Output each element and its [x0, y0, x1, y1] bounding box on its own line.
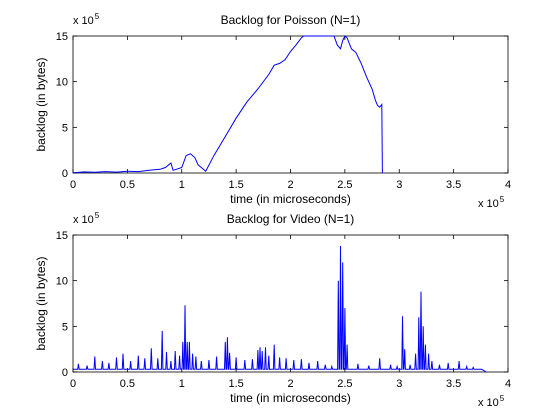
y-tick-label: 0	[62, 168, 68, 180]
y-tick-label: 15	[56, 31, 68, 43]
x-tick-label: 3	[396, 179, 402, 191]
x-tick-label: 0	[70, 179, 76, 191]
x-tick-label: 2.5	[337, 179, 352, 191]
chart-title: Backlog for Video (N=1)	[227, 212, 355, 226]
x-tick-label: 2	[287, 378, 293, 390]
poisson-backlog-chart: 0 0.5 1 1.5 2 2.5 3 3.5 4 0 5 10 15 Backlog for Poiss…	[34, 12, 511, 210]
y-axis-label: backlog (in bytes)	[34, 256, 48, 350]
x-tick-label: 3.5	[446, 378, 461, 390]
x-tick-label: 1.5	[228, 378, 243, 390]
y-tick-label: 5	[62, 321, 68, 333]
x-tick-label: 0.5	[120, 179, 135, 191]
y-tick-label: 15	[56, 230, 68, 242]
y-multiplier: x 105	[73, 211, 100, 226]
plot-area	[72, 234, 509, 373]
x-tick-label: 0.5	[120, 378, 135, 390]
x-axis-label: time (in microseconds)	[230, 192, 351, 206]
y-axis-label: backlog (in bytes)	[34, 57, 48, 151]
x-tick-label: 3.5	[446, 179, 461, 191]
x-tick-label: 0	[70, 378, 76, 390]
x-tick-label: 4	[505, 179, 511, 191]
x-tick-label: 2.5	[337, 378, 352, 390]
x-tick-label: 1.5	[228, 179, 243, 191]
plot-area	[72, 35, 509, 174]
x-multiplier: x 105	[478, 394, 505, 409]
x-multiplier: x 105	[478, 195, 505, 210]
y-tick-label: 10	[56, 77, 68, 89]
y-tick-label: 5	[62, 122, 68, 134]
x-axis-label: time (in microseconds)	[230, 391, 351, 405]
series-line-poisson	[72, 35, 383, 174]
video-backlog-chart: 0 0.5 1 1.5 2 2.5 3 3.5 4 0 5 10 15 Backlog for Video…	[34, 211, 511, 409]
chart-title: Backlog for Poisson (N=1)	[221, 13, 361, 27]
x-tick-label: 3	[396, 378, 402, 390]
x-tick-label: 4	[505, 378, 511, 390]
y-tick-label: 10	[56, 276, 68, 288]
series-line-video	[73, 245, 487, 373]
y-tick-label: 0	[62, 367, 68, 379]
x-tick-label: 1	[179, 378, 185, 390]
y-multiplier: x 105	[73, 12, 100, 27]
x-tick-label: 1	[179, 179, 185, 191]
x-tick-label: 2	[287, 179, 293, 191]
